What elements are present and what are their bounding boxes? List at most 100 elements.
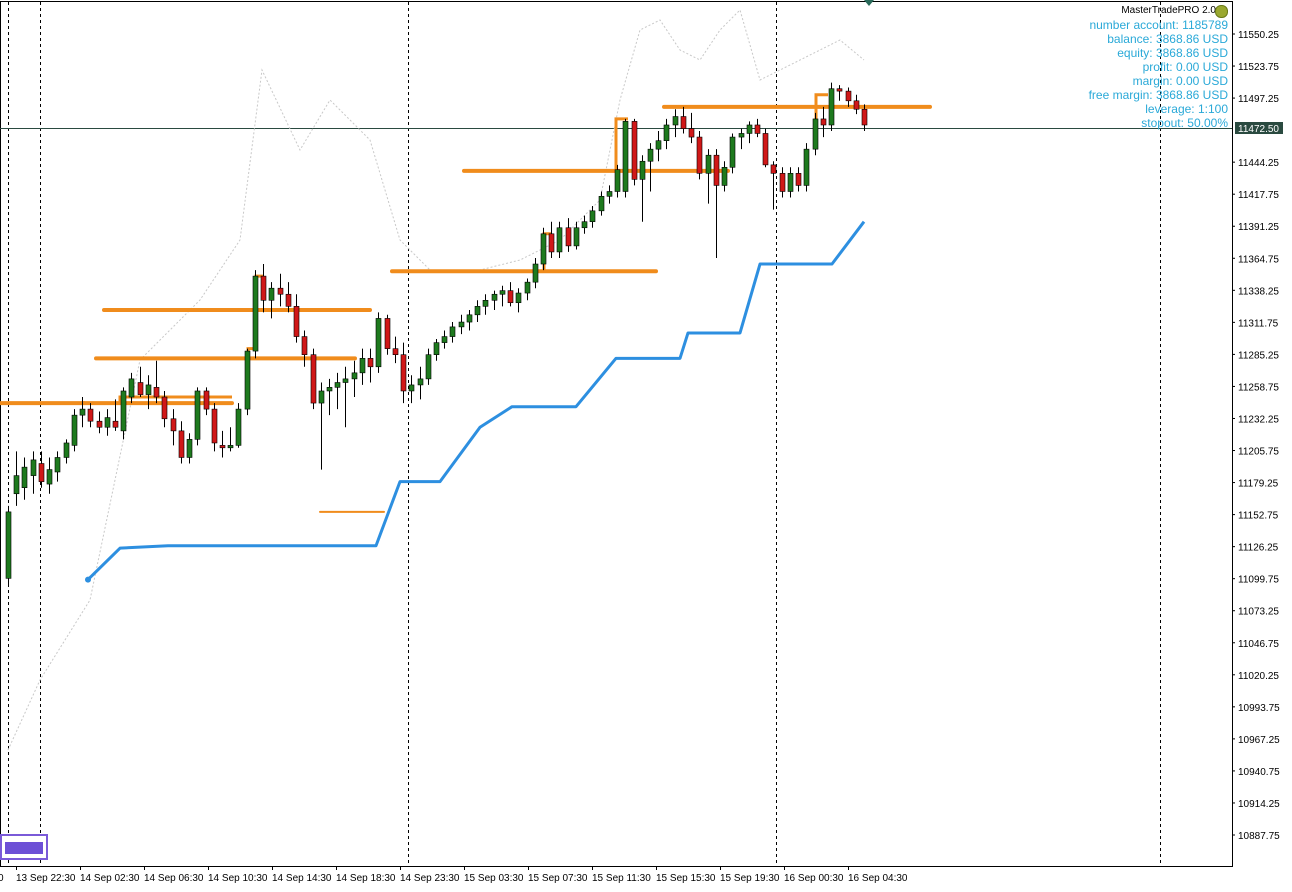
chart-scroll-thumb[interactable]	[4, 841, 44, 855]
candle-body	[499, 290, 506, 295]
chart-shift-marker[interactable]	[864, 0, 874, 6]
ea-title: MasterTradePRO 2.0	[1121, 5, 1216, 16]
candle-body	[754, 124, 761, 134]
grid-layer	[0, 1, 1233, 867]
orange-step-line	[0, 395, 232, 405]
ea-account-line: number account: 1185789	[1089, 18, 1228, 32]
ea-profit-line: profit: 0.00 USD	[1142, 60, 1228, 74]
candle-body	[79, 408, 86, 416]
candle-body	[137, 382, 144, 395]
candle-body	[845, 90, 852, 102]
time-tick-label: 13 Sep 22:30	[16, 873, 76, 884]
candle-body	[433, 342, 440, 356]
candle-body	[663, 124, 670, 141]
candle-body	[655, 140, 662, 150]
candle-body	[235, 408, 242, 446]
candle-body	[194, 390, 201, 440]
candle-body	[326, 387, 333, 392]
price-tick-label: 11364.75	[1238, 254, 1279, 265]
candle-body	[153, 387, 160, 398]
candle-body	[540, 233, 547, 265]
candle-body	[581, 221, 588, 229]
candle-body	[425, 354, 432, 380]
candle-body	[458, 321, 465, 328]
candle-body	[71, 414, 78, 446]
price-tick-label: 11205.75	[1238, 447, 1279, 458]
candle-body	[474, 306, 481, 316]
candle-body	[853, 100, 860, 110]
candle-body	[227, 445, 234, 449]
price-tick-label: 11311.75	[1238, 318, 1279, 329]
trailing-stop-start-dot	[85, 576, 91, 583]
candle-body	[104, 417, 111, 428]
candle-body	[252, 275, 259, 352]
candle-body	[342, 378, 349, 383]
time-tick-label: 16 Sep 04:30	[848, 873, 908, 884]
candle-body	[13, 475, 20, 495]
candle-body	[770, 164, 777, 174]
candle-body	[713, 154, 720, 186]
candle-body	[203, 390, 210, 410]
ea-equity-line: equity: 3868.86 USD	[1117, 46, 1228, 60]
time-tick-label: 15 Sep 19:30	[720, 873, 780, 884]
ea-stopout-line: stopout: 50.00%	[1141, 116, 1228, 130]
candle-body	[787, 173, 794, 192]
price-tick-label: 11126.25	[1238, 543, 1279, 554]
price-tick-label: 11550.25	[1238, 30, 1279, 41]
candle-body	[573, 227, 580, 247]
indicator-layer	[0, 9, 932, 751]
price-tick-label: 10887.75	[1238, 831, 1280, 842]
time-tick-label: 16 Sep 00:30	[784, 873, 844, 884]
candle-body	[293, 306, 300, 337]
candle-body	[367, 358, 374, 368]
candle-body	[598, 196, 605, 212]
candle-body	[87, 408, 94, 422]
candle-body	[820, 118, 827, 126]
time-tick-label: 14 Sep 23:30	[400, 873, 460, 884]
ea-leverage-line: leverage: 1:100	[1145, 102, 1228, 116]
candle-body	[161, 396, 168, 420]
candle-body	[688, 128, 695, 138]
candle-body	[441, 336, 448, 343]
candle-body	[738, 133, 745, 138]
candle-body	[812, 118, 819, 150]
candle-body	[128, 378, 135, 398]
candle-body	[178, 430, 185, 458]
price-tick-label: 10940.75	[1238, 767, 1280, 778]
candle-body	[729, 136, 736, 168]
chart-scroll-button[interactable]	[0, 834, 48, 860]
price-tick-label: 11152.75	[1238, 511, 1279, 522]
time-tick-label: 15 Sep 03:30	[464, 873, 524, 884]
candle-body	[112, 420, 119, 428]
candle-body	[515, 292, 522, 304]
orange-step-line	[614, 117, 628, 171]
candle-body	[145, 384, 152, 395]
candle-body	[622, 121, 629, 192]
price-tick-label: 11258.75	[1238, 382, 1279, 393]
trailing-stop-line	[86, 220, 866, 581]
candle-body	[219, 445, 226, 449]
candle-body	[647, 148, 654, 162]
time-tick-label: 14 Sep 14:30	[272, 873, 332, 884]
candle-body	[334, 382, 341, 388]
candle-body	[408, 384, 415, 392]
candle-body	[828, 88, 835, 126]
price-tick-label: 11099.75	[1238, 575, 1279, 586]
candle-body	[836, 88, 843, 92]
time-tick-label: 14 Sep 18:30	[336, 873, 396, 884]
candle-body	[400, 354, 407, 392]
candle-body	[449, 326, 456, 337]
ea-status-icon[interactable]	[1215, 5, 1228, 18]
candle-body	[606, 191, 613, 197]
candle-body	[5, 511, 12, 579]
price-tick-label: 11444.25	[1238, 158, 1279, 169]
candle-body	[384, 318, 391, 349]
price-tick-label: 11417.75	[1238, 190, 1279, 201]
candle-body	[803, 148, 810, 186]
candle-body	[589, 210, 596, 223]
price-tick-label: 11020.25	[1238, 671, 1279, 682]
candle-body	[186, 439, 193, 458]
